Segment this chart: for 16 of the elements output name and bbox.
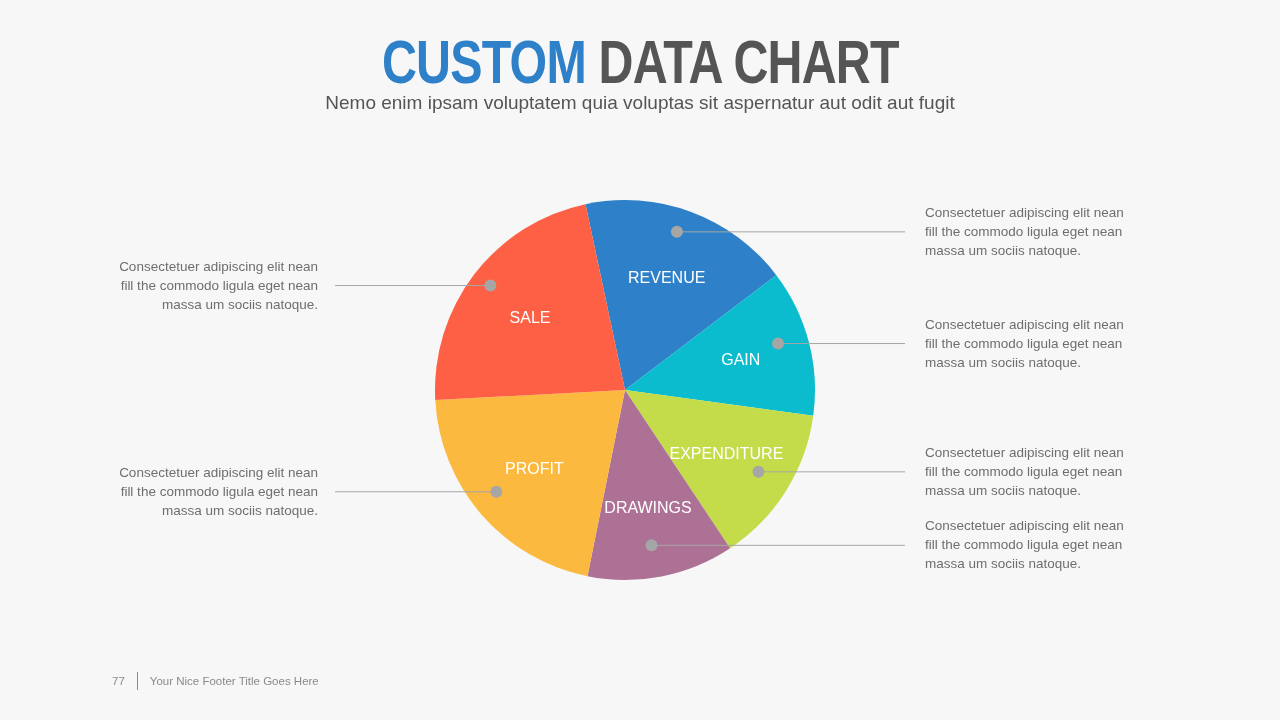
text: Consectetuer adipiscing elit nean fill the commodo ligula eget nean massa um sociis natoque. <box>925 517 1125 574</box>
text: Consectetuer adipiscing elit nean fill the commodo ligula eget nean massa um sociis natoque. <box>925 443 1125 500</box>
slice-label: GAIN <box>721 351 761 369</box>
slice-label: PROFIT <box>505 459 564 477</box>
slice-label: EXPENDITURE <box>669 445 784 463</box>
pie-slice <box>435 204 625 400</box>
slice-label: REVENUE <box>628 269 706 287</box>
text: Your Nice Footer Title Goes Here <box>136 672 331 690</box>
slice-label: SALE <box>509 308 551 326</box>
slice-label: DRAWINGS <box>604 498 692 516</box>
pie-slice <box>585 200 777 390</box>
text: Consectetuer adipiscing elit nean fill the commodo ligula eget nean massa um sociis natoque. <box>118 257 318 314</box>
text: Consectetuer adipiscing elit nean fill the commodo ligula eget nean massa um sociis natoque. <box>925 315 1125 372</box>
text: Consectetuer adipiscing elit nean fill the commodo ligula eget nean massa um sociis natoque. <box>925 203 1125 260</box>
text: Consectetuer adipiscing elit nean fill the commodo ligula eget nean massa um sociis natoque. <box>118 463 318 520</box>
text: 77 <box>111 674 126 689</box>
